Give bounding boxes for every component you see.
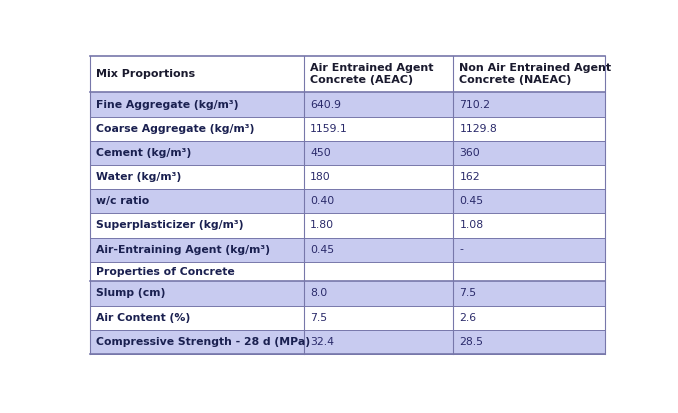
- Text: w/c ratio: w/c ratio: [96, 196, 150, 206]
- Text: 450: 450: [310, 148, 331, 158]
- Text: Non Air Entrained Agent
Concrete (NAEAC): Non Air Entrained Agent Concrete (NAEAC): [459, 64, 612, 85]
- Text: 162: 162: [459, 172, 480, 182]
- Bar: [90, 214, 605, 237]
- Text: Properties of Concrete: Properties of Concrete: [96, 266, 235, 277]
- Text: 1.80: 1.80: [310, 221, 334, 230]
- Text: 180: 180: [310, 172, 331, 182]
- Text: 28.5: 28.5: [459, 337, 483, 347]
- Text: 1159.1: 1159.1: [310, 124, 348, 134]
- Bar: [90, 237, 605, 262]
- Text: Fine Aggregate (kg/m³): Fine Aggregate (kg/m³): [96, 100, 239, 109]
- Text: 7.5: 7.5: [459, 288, 477, 299]
- Text: Air Content (%): Air Content (%): [96, 313, 191, 323]
- Text: Slump (cm): Slump (cm): [96, 288, 165, 299]
- Bar: [90, 56, 605, 93]
- Bar: [90, 165, 605, 189]
- Text: Cement (kg/m³): Cement (kg/m³): [96, 148, 192, 158]
- Text: 0.45: 0.45: [310, 244, 334, 254]
- Text: 0.45: 0.45: [459, 196, 483, 206]
- Bar: [90, 189, 605, 214]
- Text: 1.08: 1.08: [459, 221, 483, 230]
- Bar: [90, 262, 605, 281]
- Text: 2.6: 2.6: [459, 313, 477, 323]
- Text: Compressive Strength - 28 d (MPa): Compressive Strength - 28 d (MPa): [96, 337, 311, 347]
- Text: 640.9: 640.9: [310, 100, 341, 109]
- Text: Air-Entraining Agent (kg/m³): Air-Entraining Agent (kg/m³): [96, 244, 271, 254]
- Text: Air Entrained Agent
Concrete (AEAC): Air Entrained Agent Concrete (AEAC): [310, 64, 433, 85]
- Text: 7.5: 7.5: [310, 313, 327, 323]
- Text: 360: 360: [459, 148, 480, 158]
- Text: Superplasticizer (kg/m³): Superplasticizer (kg/m³): [96, 221, 244, 230]
- Text: 32.4: 32.4: [310, 337, 334, 347]
- Bar: [90, 306, 605, 330]
- Text: Mix Proportions: Mix Proportions: [96, 69, 195, 79]
- Text: 710.2: 710.2: [459, 100, 490, 109]
- Text: Coarse Aggregate (kg/m³): Coarse Aggregate (kg/m³): [96, 124, 255, 134]
- Bar: [90, 141, 605, 165]
- Text: 8.0: 8.0: [310, 288, 327, 299]
- Text: 0.40: 0.40: [310, 196, 334, 206]
- Bar: [90, 281, 605, 306]
- Bar: [90, 116, 605, 141]
- Text: Water (kg/m³): Water (kg/m³): [96, 172, 182, 182]
- Text: -: -: [459, 244, 463, 254]
- Bar: [90, 93, 605, 116]
- Bar: [90, 330, 605, 354]
- Text: 1129.8: 1129.8: [459, 124, 497, 134]
